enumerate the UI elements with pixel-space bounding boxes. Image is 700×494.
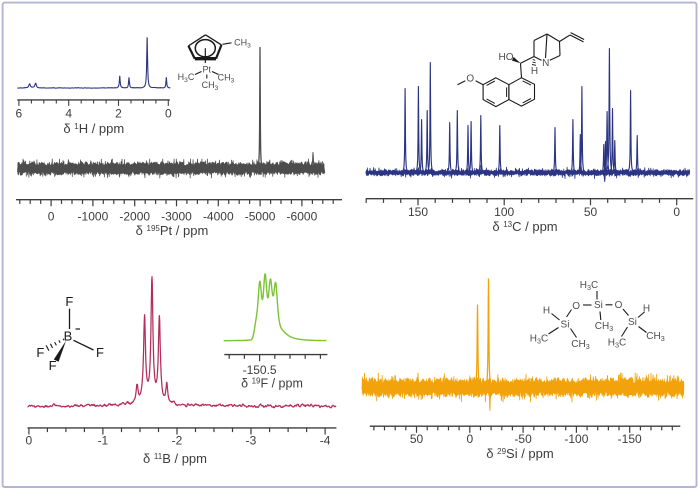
- svg-text:F: F: [96, 345, 104, 360]
- svg-text:150: 150: [408, 205, 428, 219]
- svg-text:CH3: CH3: [646, 331, 664, 343]
- svg-text:δ 195Pt / ppm: δ 195Pt / ppm: [136, 223, 209, 238]
- svg-text:O: O: [615, 300, 623, 311]
- svg-text:50: 50: [584, 205, 598, 219]
- svg-text:-5000: -5000: [245, 210, 276, 224]
- svg-text:-3000: -3000: [161, 210, 192, 224]
- svg-text:-1000: -1000: [78, 210, 109, 224]
- svg-text:Si: Si: [561, 320, 570, 331]
- svg-text:δ 19F / ppm: δ 19F / ppm: [241, 376, 303, 390]
- svg-text:-150: -150: [618, 432, 642, 446]
- svg-text:0: 0: [26, 433, 33, 447]
- svg-text:0: 0: [673, 205, 680, 219]
- svg-text:F: F: [65, 294, 73, 309]
- svg-text:B: B: [64, 329, 73, 344]
- svg-text:2: 2: [115, 107, 122, 121]
- svg-text:-3: -3: [246, 433, 257, 447]
- svg-text:4: 4: [65, 107, 72, 121]
- svg-text:H: H: [643, 304, 650, 315]
- svg-text:100: 100: [494, 205, 514, 219]
- svg-text:0: 0: [466, 432, 473, 446]
- svg-text:-150.5: -150.5: [243, 363, 277, 377]
- svg-text:δ 1H / ppm: δ 1H / ppm: [63, 121, 124, 136]
- svg-text:δ 11B / ppm: δ 11B / ppm: [143, 451, 207, 466]
- svg-text:H: H: [543, 305, 550, 316]
- svg-text:F: F: [36, 345, 44, 360]
- svg-text:-2000: -2000: [119, 210, 150, 224]
- svg-text:H3C: H3C: [608, 338, 626, 350]
- svg-text:-4000: -4000: [203, 210, 234, 224]
- svg-text:δ 29Si / ppm: δ 29Si / ppm: [486, 446, 553, 461]
- svg-text:-100: -100: [564, 432, 588, 446]
- svg-text:-4: -4: [320, 433, 331, 447]
- svg-text:Si: Si: [628, 317, 637, 328]
- svg-text:H: H: [531, 66, 538, 77]
- svg-text:H3C: H3C: [530, 334, 548, 346]
- svg-text:-6000: -6000: [287, 210, 318, 224]
- svg-text:Si: Si: [594, 300, 603, 311]
- svg-text:N: N: [542, 58, 549, 69]
- svg-text:CH3: CH3: [571, 339, 589, 351]
- svg-text:O: O: [572, 301, 580, 312]
- svg-text:Pt: Pt: [203, 64, 212, 74]
- svg-text:HO: HO: [499, 52, 514, 63]
- svg-text:CH3: CH3: [234, 38, 251, 50]
- svg-text:CH3: CH3: [595, 321, 613, 333]
- svg-text:0: 0: [165, 107, 172, 121]
- svg-text:-1: -1: [98, 433, 109, 447]
- svg-text:-50: -50: [514, 432, 532, 446]
- svg-text:δ 13C / ppm: δ 13C / ppm: [492, 219, 557, 234]
- svg-text:H3C: H3C: [178, 72, 195, 84]
- svg-text:50: 50: [410, 432, 424, 446]
- svg-text:CH3: CH3: [202, 80, 219, 92]
- svg-text:0: 0: [48, 210, 55, 224]
- svg-text:-2: -2: [172, 433, 183, 447]
- svg-text:H3C: H3C: [580, 280, 598, 292]
- svg-text:CH3: CH3: [218, 72, 235, 84]
- svg-text:F: F: [49, 358, 57, 373]
- svg-text:6: 6: [16, 107, 23, 121]
- svg-text:O: O: [466, 73, 474, 84]
